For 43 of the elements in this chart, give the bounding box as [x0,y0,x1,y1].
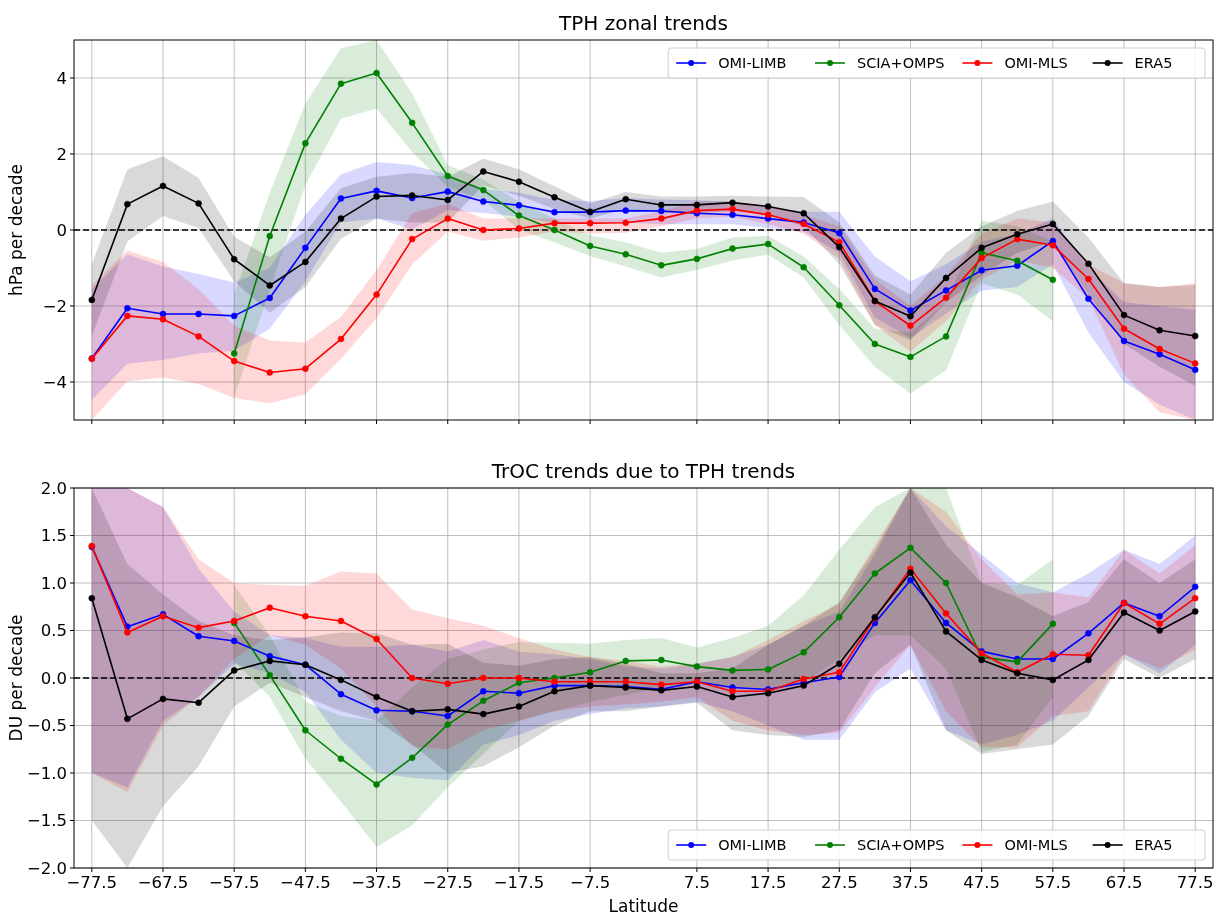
x-tick-label: −67.5 [137,873,189,892]
legend-label: ERA5 [1134,837,1173,854]
x-tick-label: −17.5 [493,873,545,892]
x-tick-label: 17.5 [749,873,787,892]
y-axis-title: DU per decade [6,614,26,742]
y-axis-title: hPa per decade [6,164,26,296]
y-tick-label: 0 [56,220,67,240]
y-tick-label: 2.0 [40,478,67,498]
y-tick-label: −2 [42,296,67,316]
y-tick-label: 0.5 [40,621,67,641]
x-tick-label: 57.5 [1034,873,1072,892]
legend-label: OMI-MLS [1004,837,1068,854]
legend-label: ERA5 [1134,55,1173,72]
legend-label: OMI-LIMB [718,55,787,72]
x-tick-label: 47.5 [963,873,1001,892]
x-tick-label: −77.5 [66,873,118,892]
y-tick-label: 4 [56,68,67,88]
x-tick-label: 27.5 [820,873,858,892]
y-tick-label: 2 [56,144,67,164]
chart-title: TPH zonal trends [558,11,728,35]
legend-label: SCIA+OMPS [857,837,945,854]
x-tick-label: −37.5 [351,873,402,892]
y-tick-label: −0.5 [26,716,67,736]
chart-title: TrOC trends due to TPH trends [490,459,796,483]
x-tick-label: 37.5 [892,873,929,892]
x-tick-label: −7.5 [570,873,611,892]
x-tick-label: −47.5 [280,873,331,892]
x-tick-label: 67.5 [1105,873,1143,892]
y-tick-label: −2.0 [26,858,67,878]
y-tick-label: −1.0 [26,763,67,783]
legend-label: SCIA+OMPS [857,55,945,72]
legend-label: OMI-LIMB [718,837,787,854]
y-tick-label: 1.0 [40,573,67,593]
y-tick-label: −4 [42,372,67,392]
legend-label: OMI-MLS [1004,55,1068,72]
x-tick-label: −27.5 [422,873,474,892]
y-tick-label: 1.5 [40,526,67,546]
y-tick-label: 0.0 [40,668,67,688]
x-tick-label: 7.5 [683,873,711,892]
x-axis-title: Latitude [608,896,679,916]
y-tick-label: −1.5 [26,811,67,831]
x-tick-label: −57.5 [208,873,260,892]
x-tick-label: 77.5 [1176,873,1214,892]
